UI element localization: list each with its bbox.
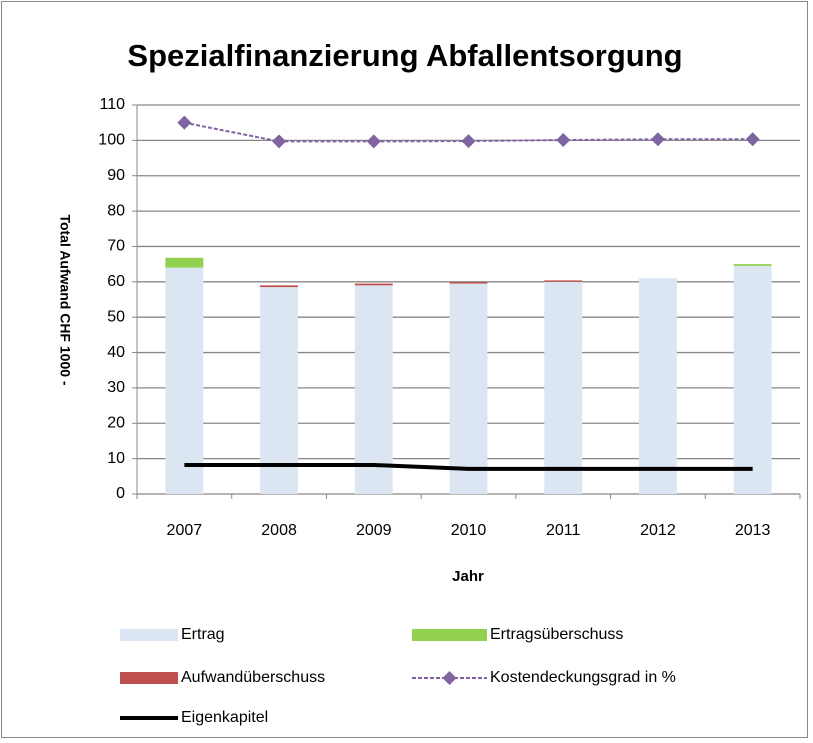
bar	[544, 280, 583, 282]
marker	[745, 132, 760, 147]
bar	[165, 267, 204, 494]
x-tick-label: 2008	[261, 522, 297, 539]
bar	[165, 257, 204, 268]
y-tick-label: 30	[107, 379, 125, 396]
bar	[449, 282, 488, 284]
y-tick-label: 70	[107, 238, 125, 255]
x-tick-label: 2007	[167, 522, 203, 539]
y-tick-label: 90	[107, 167, 125, 184]
y-tick-label: 20	[107, 414, 125, 431]
y-tick-label: 0	[116, 485, 125, 502]
y-tick-label: 60	[107, 273, 125, 290]
marker	[177, 115, 192, 130]
bar	[260, 285, 299, 288]
y-tick-label: 80	[107, 202, 125, 219]
y-tick-label: 110	[99, 96, 125, 113]
legend-label: Ertrag	[181, 626, 225, 643]
bar	[260, 287, 299, 494]
legend-swatch	[120, 672, 178, 684]
x-tick-label: 2009	[356, 522, 392, 539]
bar	[354, 285, 393, 494]
bar	[733, 264, 772, 266]
marker	[366, 134, 381, 149]
y-tick-label: 50	[107, 308, 125, 325]
marker	[556, 133, 571, 148]
y-tick-label: 40	[107, 344, 125, 361]
bar	[449, 283, 488, 494]
y-tick-label: 100	[98, 132, 125, 149]
legend-label: Aufwandüberschuss	[181, 669, 325, 686]
y-tick-label: 10	[107, 450, 125, 467]
marker	[650, 132, 665, 147]
bar	[354, 283, 393, 286]
x-tick-label: 2013	[735, 522, 771, 539]
x-tick-label: 2010	[451, 522, 487, 539]
legend-marker	[442, 671, 457, 685]
x-axis-label: Jahr	[452, 568, 484, 585]
x-tick-label: 2011	[546, 522, 581, 539]
legend-swatch	[412, 629, 487, 641]
legend-label: Ertragsüberschuss	[490, 626, 623, 643]
legend-label: Eigenkapitel	[181, 709, 268, 726]
legend-swatch	[120, 629, 178, 641]
legend-label: Kostendeckungsgrad in %	[490, 669, 676, 686]
bar	[638, 278, 677, 494]
x-tick-label: 2012	[640, 522, 676, 539]
bar	[733, 265, 772, 494]
bar	[544, 281, 583, 494]
line	[184, 463, 753, 471]
y-axis-label: Total Aufwand CHF 1000 -	[57, 214, 73, 385]
chart-title: Spezialfinanzierung Abfallentsorgung	[127, 38, 682, 73]
marker	[461, 134, 476, 149]
marker	[272, 134, 287, 149]
